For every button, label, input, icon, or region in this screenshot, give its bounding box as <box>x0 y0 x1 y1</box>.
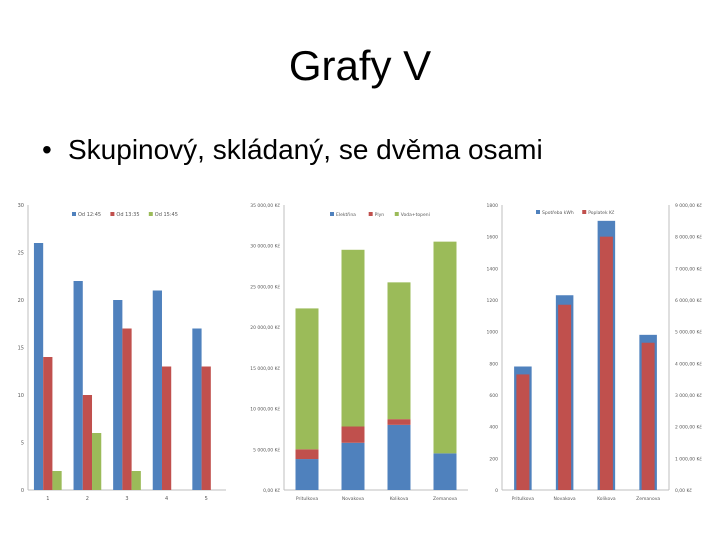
y-tick-label: 20 <box>18 298 24 304</box>
bar <box>192 328 202 490</box>
x-tick-label: 2 <box>86 496 89 502</box>
bar <box>558 304 572 490</box>
x-tick-label: Pritulkova <box>512 496 534 502</box>
legend-swatch <box>330 212 334 216</box>
bar <box>599 236 613 490</box>
bar <box>92 433 102 490</box>
y-tick-label: 25 <box>18 251 24 257</box>
bar-segment <box>387 419 411 425</box>
legend-label: Od 12:45 <box>78 212 101 218</box>
bar <box>122 328 132 490</box>
bar <box>43 357 53 490</box>
bar-segment <box>341 426 365 443</box>
y2-tick-label: 4 000,00 Kč <box>675 360 702 367</box>
y-tick-label: 400 <box>489 425 498 431</box>
y2-tick-label: 3 000,00 Kč <box>675 392 702 399</box>
bar <box>201 366 211 490</box>
y2-tick-label: 7 000,00 Kč <box>675 265 702 272</box>
y-tick-label: 25 000,00 Kč <box>250 283 280 290</box>
chart-clustered-bar: 0 5 10 15 20 25 30 Od 12:45 Od 13:35 Od 15:45 1 2 3 4… <box>18 203 226 502</box>
legend-label: Voda+topení <box>401 211 431 218</box>
legend-swatch <box>110 212 115 216</box>
legend-swatch <box>72 212 76 216</box>
bar-segment <box>387 424 411 490</box>
bar <box>641 342 655 490</box>
chart-stacked-bar: 0,00 Kč 5 000,00 Kč 10 000,00 Kč 15 000,00 … <box>250 202 468 502</box>
x-tick-label: Novakova <box>342 496 364 502</box>
slide-title: Grafy V <box>288 42 432 89</box>
y-tick-label: 800 <box>489 361 498 367</box>
x-tick-label: Zemanova <box>636 496 660 502</box>
bullet-text: Skupinový, skládaný, se dvěma osami <box>68 134 543 165</box>
legend-label: Plyn <box>375 212 385 218</box>
x-tick-label: Novakova <box>554 496 576 502</box>
legend-label: Spotřeba kWh <box>542 209 574 216</box>
bullet-point: • Skupinový, skládaný, se dvěma osami <box>42 134 543 166</box>
bar <box>33 243 44 490</box>
bar-segment <box>341 249 365 427</box>
y-tick-label: 5 000,00 Kč <box>253 446 280 453</box>
y-tick-label: 35 000,00 Kč <box>250 202 280 209</box>
y-tick-label: 1800 <box>487 203 499 209</box>
legend-swatch <box>394 212 399 216</box>
bar <box>82 395 93 490</box>
bar-segment <box>387 282 411 420</box>
y-tick-label: 10 <box>18 393 24 399</box>
x-tick-label: Kolikova <box>597 496 616 502</box>
bar-segment <box>433 241 457 454</box>
bar <box>516 374 530 490</box>
x-tick-label: 1 <box>46 496 49 502</box>
legend-label: Poplatek Kč <box>588 209 615 216</box>
legend-label: Od 15:45 <box>155 212 178 218</box>
legend-swatch <box>536 210 540 214</box>
legend-label: Elektřina <box>336 211 356 218</box>
y2-tick-label: 1 000,00 Kč <box>675 455 702 462</box>
y-tick-label: 0 <box>495 488 498 494</box>
y2-tick-label: 8 000,00 Kč <box>675 234 702 241</box>
y-tick-label: 1400 <box>487 266 499 272</box>
bar <box>73 281 83 490</box>
x-tick-label: Kolikova <box>390 496 409 502</box>
y-tick-label: 10 000,00 Kč <box>250 406 280 413</box>
y-tick-label: 600 <box>489 393 498 399</box>
y-tick-label: 200 <box>489 456 498 462</box>
y-tick-label: 1000 <box>487 330 499 336</box>
bar-segment <box>295 459 319 490</box>
y-tick-label: 5 <box>21 441 24 447</box>
y2-tick-label: 0,00 Kč <box>675 487 692 494</box>
bar-segment <box>341 442 365 490</box>
legend-swatch <box>368 212 373 216</box>
y-tick-label: 30 <box>18 203 24 209</box>
bar <box>161 366 172 490</box>
legend-swatch <box>582 210 587 214</box>
y-tick-label: 1600 <box>487 235 499 241</box>
y2-tick-label: 2 000,00 Kč <box>675 424 702 431</box>
bar-segment <box>295 308 319 450</box>
y2-tick-label: 6 000,00 Kč <box>675 297 702 304</box>
chart-dual-axis-bar: 0 200 400 600 800 1000 1200 1400 1600 1800 0,00 Kč… <box>487 202 703 502</box>
legend-swatch <box>148 212 153 216</box>
y2-tick-label: 9 000,00 Kč <box>675 202 702 209</box>
bar-segment <box>295 449 319 460</box>
x-tick-label: Zemanova <box>433 496 457 502</box>
y-tick-label: 15 <box>18 346 24 352</box>
legend-label: Od 13:35 <box>116 212 139 218</box>
x-tick-label: 4 <box>165 496 168 502</box>
bar <box>113 300 123 490</box>
bar <box>152 290 162 490</box>
y-tick-label: 0,00 Kč <box>263 487 280 494</box>
bullet-dot: • <box>42 134 52 165</box>
bar-segment <box>433 453 457 490</box>
y-tick-label: 0 <box>21 488 24 494</box>
y-tick-label: 30 000,00 Kč <box>250 243 280 250</box>
y-tick-label: 1200 <box>487 298 499 304</box>
x-tick-label: 5 <box>205 496 208 502</box>
bar <box>52 471 62 490</box>
bar <box>131 471 141 490</box>
x-tick-label: 3 <box>125 496 128 502</box>
y-tick-label: 20 000,00 Kč <box>250 324 280 331</box>
y2-tick-label: 5 000,00 Kč <box>675 329 702 336</box>
x-tick-label: Pritulkova <box>296 496 318 502</box>
y-tick-label: 15 000,00 Kč <box>250 365 280 372</box>
